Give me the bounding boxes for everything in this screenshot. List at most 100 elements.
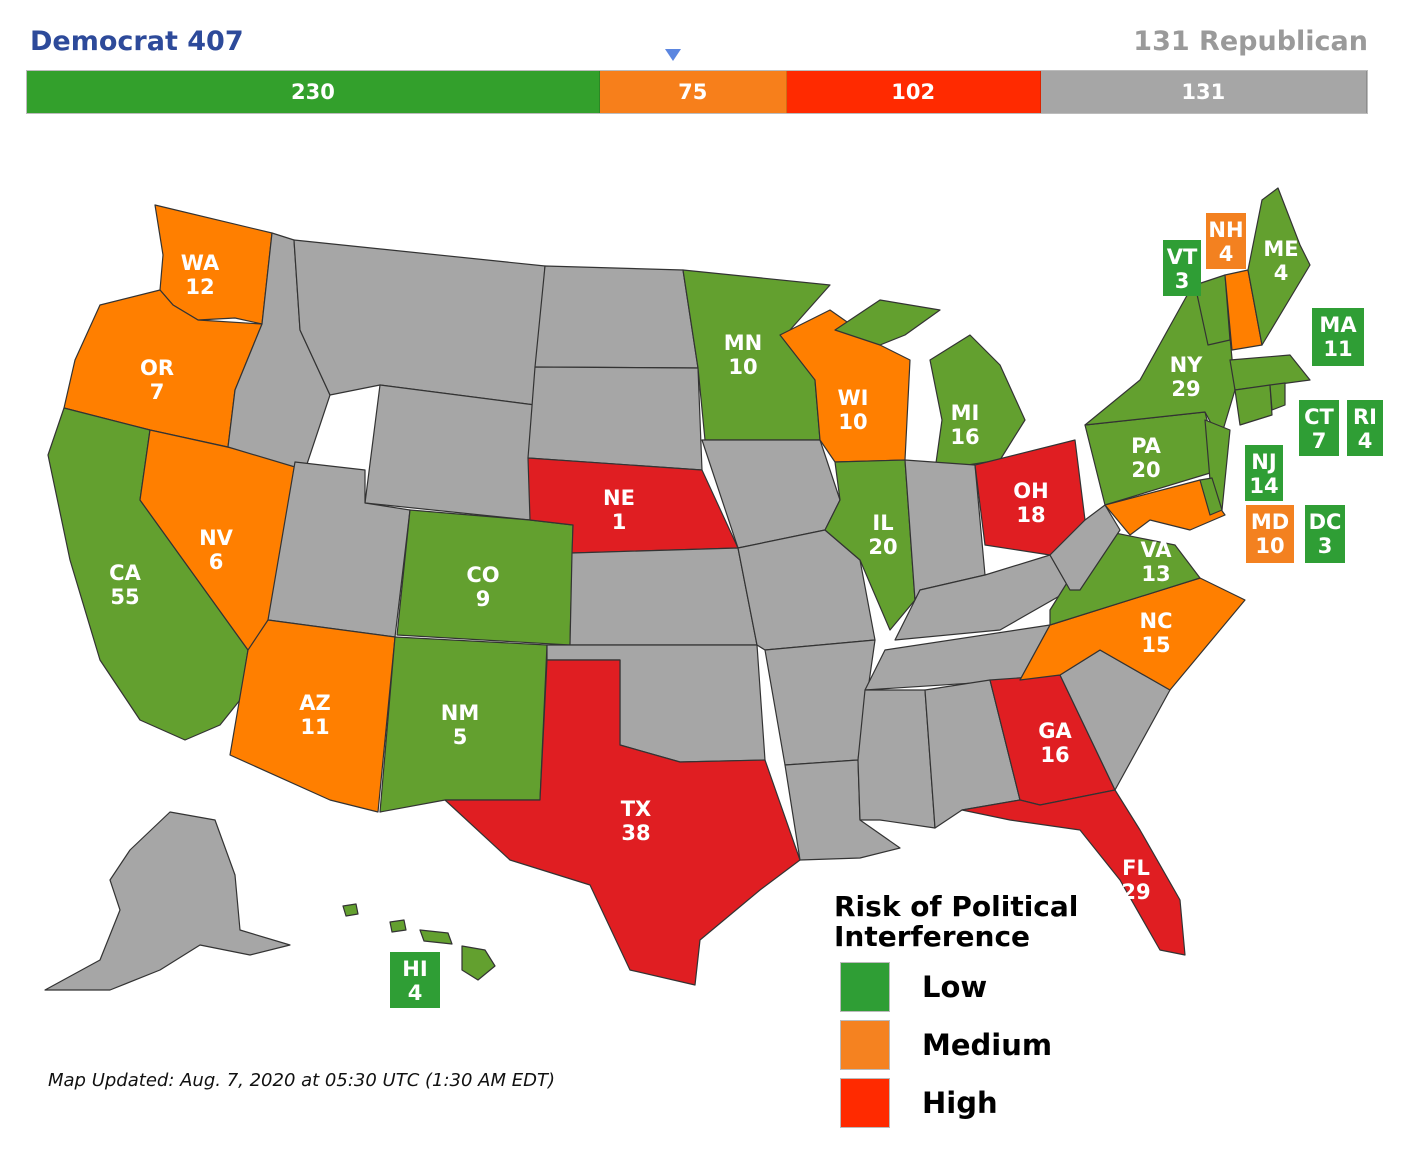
legend-swatch (840, 1078, 890, 1128)
state-abbr-ne: NE (603, 486, 635, 510)
state-shape-hi4[interactable] (461, 945, 496, 981)
state-ev-co: 9 (476, 587, 491, 611)
state-ev-hi: 4 (408, 981, 423, 1005)
state-shape-ak[interactable] (44, 811, 291, 991)
state-abbr-il: IL (872, 511, 893, 535)
republican-total: 131 Republican (1133, 26, 1368, 57)
state-ev-md: 10 (1255, 534, 1284, 558)
state-ev-me: 4 (1274, 261, 1289, 285)
state-ev-ct: 7 (1312, 429, 1327, 453)
state-ev-nj: 14 (1249, 474, 1278, 498)
state-abbr-va: VA (1140, 538, 1172, 562)
state-abbr-nv: NV (199, 526, 234, 550)
state-shape-ar[interactable] (764, 639, 876, 766)
state-ev-nh: 4 (1219, 242, 1234, 266)
state-abbr-oh: OH (1013, 479, 1048, 503)
state-shape-vt[interactable] (1194, 274, 1231, 346)
state-shape-fl[interactable] (961, 789, 1186, 956)
state-shape-ri[interactable] (1269, 382, 1286, 411)
state-ev-pa: 20 (1131, 458, 1160, 482)
state-ev-fl: 29 (1121, 880, 1150, 904)
state-abbr-tx: TX (621, 797, 652, 821)
state-abbr-ga: GA (1038, 719, 1072, 743)
state-box-vt[interactable] (1163, 240, 1201, 296)
state-box-nh[interactable] (1206, 213, 1246, 269)
state-ev-wa: 12 (185, 275, 214, 299)
state-ev-ri: 4 (1358, 429, 1373, 453)
state-ev-tx: 38 (621, 821, 650, 845)
legend-swatch (840, 1020, 890, 1070)
state-ev-nm: 5 (453, 725, 468, 749)
state-box-nj[interactable] (1245, 445, 1283, 501)
state-abbr-nm: NM (441, 701, 479, 725)
tally-segment: 230 (27, 71, 600, 113)
democrat-total: Democrat 407 (30, 26, 244, 57)
legend-title: Risk of Political Interference (834, 890, 1079, 953)
legend-item: Low (840, 962, 987, 1012)
legend-label: Low (922, 970, 988, 1004)
state-ev-va: 13 (1141, 562, 1170, 586)
state-shape-hi1[interactable] (342, 903, 359, 917)
state-abbr-fl: FL (1122, 856, 1150, 880)
state-abbr-az: AZ (299, 691, 330, 715)
state-abbr-md: MD (1251, 510, 1289, 534)
tally-segment: 75 (599, 71, 787, 113)
state-abbr-mn: MN (724, 331, 762, 355)
state-ev-vt: 3 (1175, 269, 1190, 293)
state-abbr-or: OR (140, 356, 174, 380)
state-abbr-ma: MA (1319, 313, 1357, 337)
state-abbr-mi: MI (951, 401, 980, 425)
state-shape-miu[interactable] (834, 299, 941, 346)
state-shape-ks[interactable] (569, 547, 758, 646)
state-abbr-nj: NJ (1251, 450, 1276, 474)
state-shape-hi3[interactable] (419, 929, 453, 945)
state-ev-ca: 55 (110, 585, 139, 609)
state-shape-wy[interactable] (364, 384, 536, 521)
legend-item: High (840, 1078, 998, 1128)
state-shape-wv[interactable] (1049, 504, 1121, 591)
state-ev-nc: 15 (1141, 633, 1170, 657)
state-shape-hi2[interactable] (389, 919, 407, 933)
state-abbr-dc: DC (1309, 510, 1342, 534)
state-ev-or: 7 (150, 380, 165, 404)
state-box-ct[interactable] (1299, 400, 1339, 456)
state-ev-wi: 10 (838, 410, 867, 434)
state-shape-tx[interactable] (444, 659, 801, 986)
state-shape-me[interactable] (1247, 187, 1311, 346)
state-ev-az: 11 (300, 715, 329, 739)
state-shape-ms[interactable] (857, 689, 936, 829)
state-abbr-hi: HI (402, 957, 427, 981)
state-shape-ma[interactable] (1229, 354, 1311, 391)
state-ev-oh: 18 (1016, 503, 1045, 527)
state-shape-ct[interactable] (1234, 384, 1273, 426)
state-abbr-wa: WA (181, 251, 220, 275)
state-box-md[interactable] (1246, 505, 1294, 563)
state-abbr-ri: RI (1353, 405, 1377, 429)
state-ev-nv: 6 (209, 550, 224, 574)
state-abbr-ct: CT (1304, 405, 1334, 429)
state-box-hi[interactable] (390, 952, 440, 1008)
state-box-dc[interactable] (1305, 505, 1345, 563)
map-updated-note: Map Updated: Aug. 7, 2020 at 05:30 UTC (… (48, 1070, 555, 1091)
state-shape-mt[interactable] (293, 239, 546, 406)
state-shape-de[interactable] (1199, 477, 1223, 516)
state-ev-ne: 1 (612, 510, 627, 534)
state-shape-mi[interactable] (929, 334, 1026, 471)
state-abbr-pa: PA (1131, 434, 1161, 458)
state-ev-dc: 3 (1318, 534, 1333, 558)
state-shape-sd[interactable] (527, 366, 703, 471)
legend-label: Medium (922, 1028, 1053, 1062)
state-ev-ga: 16 (1040, 743, 1069, 767)
legend-item: Medium (840, 1020, 1052, 1070)
state-abbr-me: ME (1263, 237, 1298, 261)
state-shape-nd[interactable] (534, 265, 699, 369)
tally-segment: 131 (1040, 71, 1367, 113)
state-ev-ny: 29 (1171, 377, 1200, 401)
state-abbr-co: CO (466, 563, 499, 587)
state-ev-ma: 11 (1323, 337, 1352, 361)
tally-segment: 102 (786, 71, 1041, 113)
state-abbr-nc: NC (1140, 609, 1173, 633)
state-box-ma[interactable] (1312, 308, 1364, 366)
state-box-ri[interactable] (1347, 400, 1383, 456)
state-abbr-nh: NH (1208, 218, 1243, 242)
